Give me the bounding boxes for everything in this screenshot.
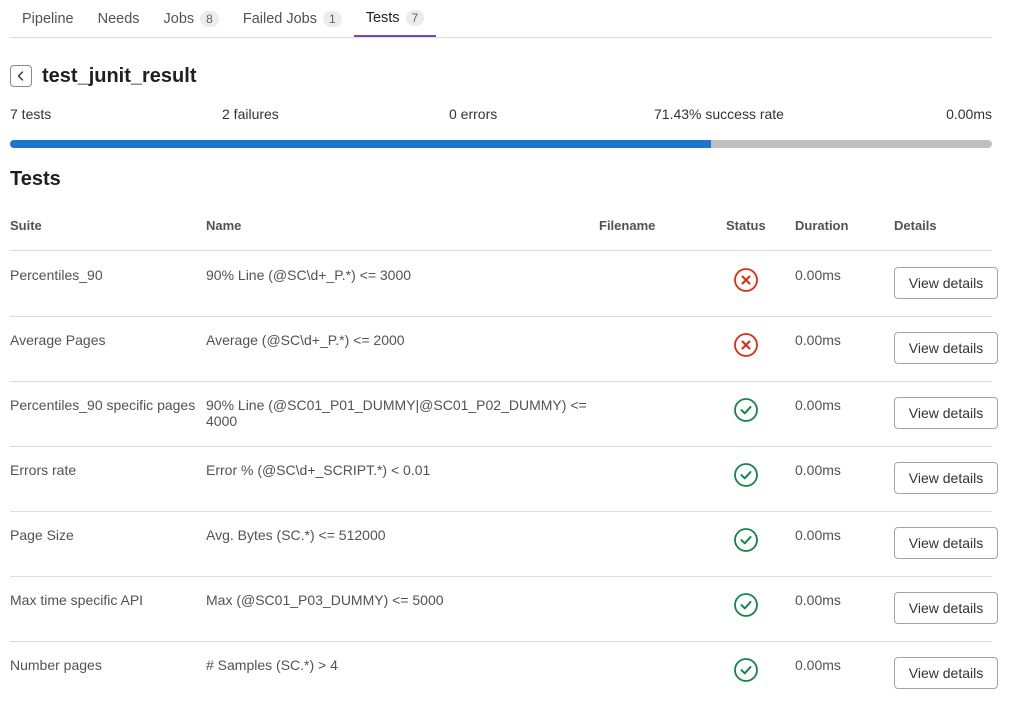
summary-success-rate: 71.43% success rate [654,106,784,122]
table-row: Max time specific API Max (@SC01_P03_DUMM… [10,576,998,642]
cell-duration: 0.00ms [795,267,841,283]
cell-name: 90% Line (@SC01_P01_DUMMY|@SC01_P02_DUMM… [206,397,587,429]
cell-suite: Page Size [10,527,74,543]
view-details-button[interactable]: View details [894,267,998,299]
view-details-button[interactable]: View details [894,592,998,624]
summary-tests: 7 tests [10,106,52,122]
status-failed-icon [733,332,759,358]
column-header-filename: Filename [599,218,656,233]
table-row: Percentiles_90 90% Line (@SC\d+_P.*) <= 3… [10,251,998,317]
cell-duration: 0.00ms [795,462,841,478]
summary-errors: 0 errors [449,106,498,122]
table-row: Errors rate Error % (@SC\d+_SCRIPT.*) < 0… [10,446,998,512]
cell-duration: 0.00ms [795,657,841,673]
cell-suite: Percentiles_90 [10,267,103,283]
table-row: Number pages # Samples (SC.*) > 4 0.00ms Vi… [10,641,998,706]
chevron-left-icon [17,71,24,81]
cell-duration: 0.00ms [795,527,841,543]
back-button[interactable] [10,65,32,87]
progress-fill [10,140,712,148]
page-title: test_junit_result [42,65,197,87]
column-header-details: Details [894,218,937,233]
view-details-button[interactable]: View details [894,527,998,559]
tab-label: Tests [365,9,400,26]
test-summary: 7 tests 2 failures 0 errors 71.43% succe… [10,106,992,124]
cell-name: Avg. Bytes (SC.*) <= 512000 [206,527,386,543]
cell-duration: 0.00ms [795,397,841,413]
cell-name: Average (@SC\d+_P.*) <= 2000 [206,332,405,348]
summary-failures: 2 failures [222,106,279,122]
cell-suite: Percentiles_90 specific pages [10,397,196,413]
tab-count-badge: 1 [323,10,342,27]
tab-jobs[interactable]: Jobs 8 [152,0,231,37]
cell-suite: Max time specific API [10,592,144,608]
status-success-icon [733,462,759,488]
tab-count-badge: 7 [405,9,425,26]
cell-name: Max (@SC01_P03_DUMMY) <= 5000 [206,592,444,608]
summary-duration: 0.00ms [946,106,992,122]
cell-suite: Number pages [10,657,102,673]
column-header-duration: Duration [795,218,849,233]
table-row: Average Pages Average (@SC\d+_P.*) <= 200… [10,316,998,382]
cell-duration: 0.00ms [795,332,841,348]
tab-pipeline[interactable]: Pipeline [10,0,86,37]
cell-name: Error % (@SC\d+_SCRIPT.*) < 0.01 [206,462,431,478]
status-success-icon [733,397,759,423]
view-details-button[interactable]: View details [894,462,998,494]
status-success-icon [733,657,759,683]
column-header-status: Status [726,218,766,233]
tab-label: Pipeline [22,10,74,27]
view-details-button[interactable]: View details [894,657,998,689]
table-header: Suite Name Filename Status Duration Deta… [10,218,992,251]
status-success-icon [733,592,759,618]
column-header-suite: Suite [10,218,42,233]
tab-label: Jobs [163,10,195,27]
section-title: Tests [10,168,61,190]
success-progress-bar [10,140,992,148]
tab-label: Needs [97,10,140,27]
view-details-button[interactable]: View details [894,397,998,429]
status-success-icon [733,527,759,553]
table-row: Percentiles_90 specific pages 90% Line (@… [10,381,998,447]
tab-label: Failed Jobs [242,10,317,27]
cell-name: 90% Line (@SC\d+_P.*) <= 3000 [206,267,412,283]
tab-failed-jobs[interactable]: Failed Jobs 1 [231,0,354,37]
status-failed-icon [733,267,759,293]
tab-needs[interactable]: Needs [86,0,152,37]
column-header-name: Name [206,218,242,233]
tab-count-badge: 8 [200,10,219,27]
cell-duration: 0.00ms [795,592,841,608]
cell-suite: Average Pages [10,332,106,348]
tab-tests[interactable]: Tests 7 [353,0,437,37]
cell-name: # Samples (SC.*) > 4 [206,657,338,673]
cell-suite: Errors rate [10,462,77,478]
view-details-button[interactable]: View details [894,332,998,364]
table-row: Page Size Avg. Bytes (SC.*) <= 512000 0.00… [10,511,998,577]
pipeline-tabs: Pipeline Needs Jobs 8 Failed Jobs 1 Tests 7 [10,0,992,38]
